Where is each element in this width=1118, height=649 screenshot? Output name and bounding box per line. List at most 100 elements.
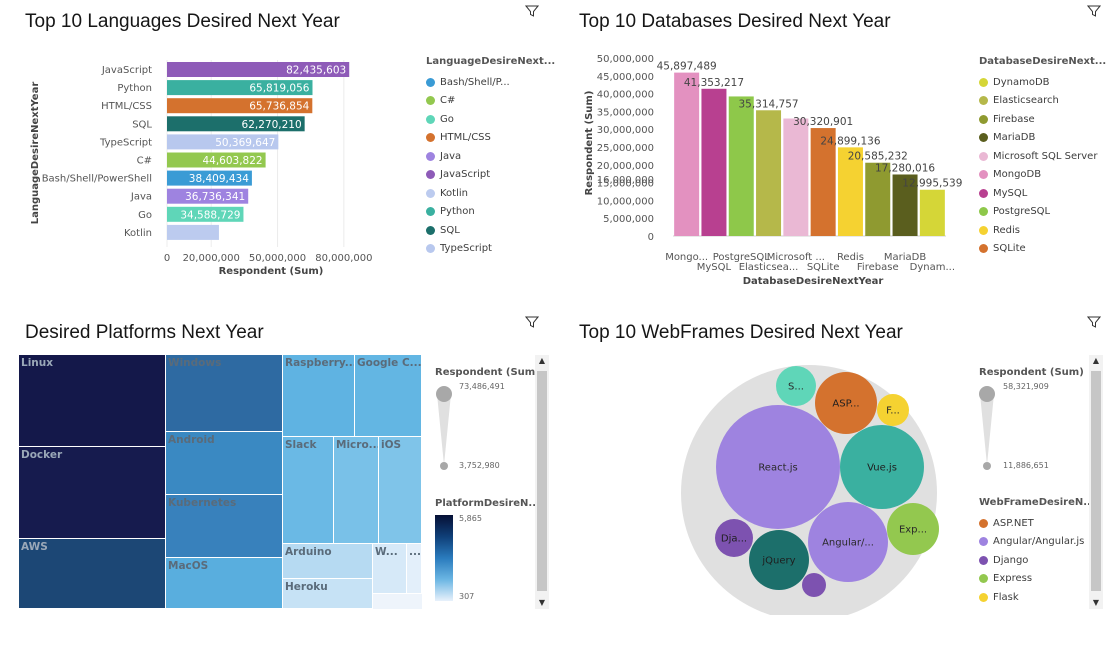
bubble <box>840 425 924 509</box>
y-tick-label: 50,000,000 <box>597 54 654 65</box>
bubble-label: S... <box>788 382 804 393</box>
scroll-up-arrow[interactable]: ▲ <box>1092 356 1100 365</box>
treemap-cell[interactable]: W... <box>373 544 407 594</box>
legend-item[interactable]: Django <box>979 551 1095 570</box>
legend-item[interactable]: Redis <box>979 221 1106 240</box>
legend-item[interactable]: DynamoDB <box>979 73 1106 92</box>
legend-scrollbar[interactable]: ▲ ▼ <box>535 355 549 609</box>
legend-item[interactable]: MariaDB <box>979 129 1106 148</box>
legend-item[interactable]: MongoDB <box>979 166 1106 185</box>
bar-javascript <box>167 62 350 77</box>
legend-item[interactable]: SQLite <box>979 240 1106 259</box>
legend-item[interactable]: Firebase <box>979 110 1106 129</box>
legend-swatch <box>979 518 988 528</box>
y-axis-title: Respondent (Sum) <box>584 91 595 196</box>
legend-swatch <box>426 96 435 106</box>
legend-item[interactable]: Elasticsearch <box>979 92 1106 111</box>
color-legend-title: PlatformDesireN... <box>435 498 540 509</box>
legend-item[interactable]: TypeScript <box>426 240 555 259</box>
data-label: 62,270,210 <box>242 119 302 131</box>
treemap-cell[interactable]: Arduino <box>283 544 373 579</box>
legend-scrollbar[interactable]: ▲ ▼ <box>1089 355 1103 609</box>
legend-label: MongoDB <box>993 169 1042 181</box>
legend-item[interactable]: React.js <box>979 607 1095 610</box>
bubble-label: Exp... <box>899 525 927 536</box>
y-tick-label: 10,000,000 <box>597 196 654 207</box>
legend-item[interactable]: Python <box>426 203 555 222</box>
webframes-bubble-chart: React.js Vue.js Angular/... jQuery ASP... Exp… <box>681 365 939 615</box>
treemap-cell[interactable]: Micro... <box>334 437 379 544</box>
bubble <box>716 405 840 529</box>
legend-item[interactable]: SQL <box>426 221 555 240</box>
treemap-cell[interactable]: Raspberry... <box>283 355 355 437</box>
treemap-cell[interactable]: ... <box>407 544 422 594</box>
legend-label: SQL <box>440 224 460 236</box>
scroll-thumb[interactable] <box>537 371 547 591</box>
legend-item[interactable]: C# <box>426 92 555 111</box>
filter-icon[interactable] <box>525 315 539 329</box>
legend-swatch <box>979 188 988 198</box>
data-label: 35,314,757 <box>738 98 798 110</box>
treemap-cell[interactable]: Android <box>166 432 283 495</box>
data-label: 50,369,647 <box>215 137 275 149</box>
y-tick-label: JavaScript <box>101 65 152 76</box>
legend-item[interactable]: MySQL <box>979 184 1106 203</box>
treemap-cell-label: iOS <box>381 439 402 451</box>
legend-item[interactable]: Microsoft SQL Server <box>979 147 1106 166</box>
legend-item[interactable]: Express <box>979 570 1095 589</box>
legend-item[interactable]: Flask <box>979 588 1095 607</box>
treemap-cell[interactable]: Google C... <box>355 355 422 437</box>
filter-icon[interactable] <box>1087 4 1101 18</box>
legend-item[interactable]: HTML/CSS <box>426 129 555 148</box>
bubble <box>802 573 826 597</box>
legend-label: Microsoft SQL Server <box>993 150 1098 162</box>
y-tick-label: SQL <box>132 119 152 130</box>
legend-item[interactable]: ASP.NET <box>979 514 1095 533</box>
filter-icon[interactable] <box>525 4 539 18</box>
data-label: 36,736,341 <box>185 191 245 203</box>
color-legend-max: 5,865 <box>459 514 482 523</box>
legend-item[interactable]: Kotlin <box>426 184 555 203</box>
legend-item[interactable]: Bash/Shell/P... <box>426 73 555 92</box>
bubble-label: React.js <box>758 463 797 474</box>
treemap-cell[interactable]: iOS <box>379 437 422 544</box>
treemap-cell[interactable]: Kubernetes <box>166 495 283 558</box>
legend-item[interactable]: Angular/Angular.js <box>979 533 1095 552</box>
x-tick-label: 0 <box>164 253 170 264</box>
legend-swatch <box>979 574 988 584</box>
legend-label: Kotlin <box>440 187 468 199</box>
legend-item[interactable]: Java <box>426 147 555 166</box>
x-tick-label: Mongo... <box>665 252 708 263</box>
bubble-label: F... <box>886 406 900 417</box>
legend-label: Bash/Shell/P... <box>440 76 510 88</box>
legend-item[interactable]: Go <box>426 110 555 129</box>
filter-icon[interactable] <box>1087 315 1101 329</box>
legend-swatch <box>979 555 988 565</box>
treemap-cell[interactable]: Heroku <box>283 579 373 609</box>
treemap-cell[interactable]: Windows <box>166 355 283 432</box>
treemap-cell[interactable]: Slack <box>283 437 334 544</box>
legend-swatch <box>979 592 988 602</box>
panel-title: Top 10 WebFrames Desired Next Year <box>579 322 903 343</box>
scroll-thumb[interactable] <box>1091 371 1101 591</box>
data-label: 65,736,854 <box>249 101 309 113</box>
scroll-up-arrow[interactable]: ▲ <box>538 356 546 365</box>
treemap-cell[interactable]: Docker <box>19 447 166 539</box>
bar-dynamodb <box>919 189 945 236</box>
treemap-cell-label: Raspberry... <box>285 357 355 369</box>
treemap-cell[interactable]: Linux <box>19 355 166 447</box>
scroll-down-arrow[interactable]: ▼ <box>538 598 546 607</box>
bar-elasticsearch <box>756 110 782 236</box>
legend-item[interactable]: JavaScript <box>426 166 555 185</box>
panel-title: Desired Platforms Next Year <box>25 322 264 343</box>
webframes-legend: WebFrameDesireN... ASP.NET Angular/Angula… <box>979 497 1095 609</box>
legend-swatch <box>979 170 988 180</box>
legend-title: LanguageDesireNext... <box>426 56 556 67</box>
y-tick-label: 40,000,000 <box>597 90 654 101</box>
scroll-down-arrow[interactable]: ▼ <box>1092 598 1100 607</box>
legend-item[interactable]: PostgreSQL <box>979 203 1106 222</box>
treemap-cell[interactable]: AWS <box>19 539 166 609</box>
treemap-cell[interactable]: MacOS <box>166 558 283 609</box>
y-tick-label: 15,000,000 <box>597 179 654 190</box>
bar-c- <box>167 152 266 168</box>
